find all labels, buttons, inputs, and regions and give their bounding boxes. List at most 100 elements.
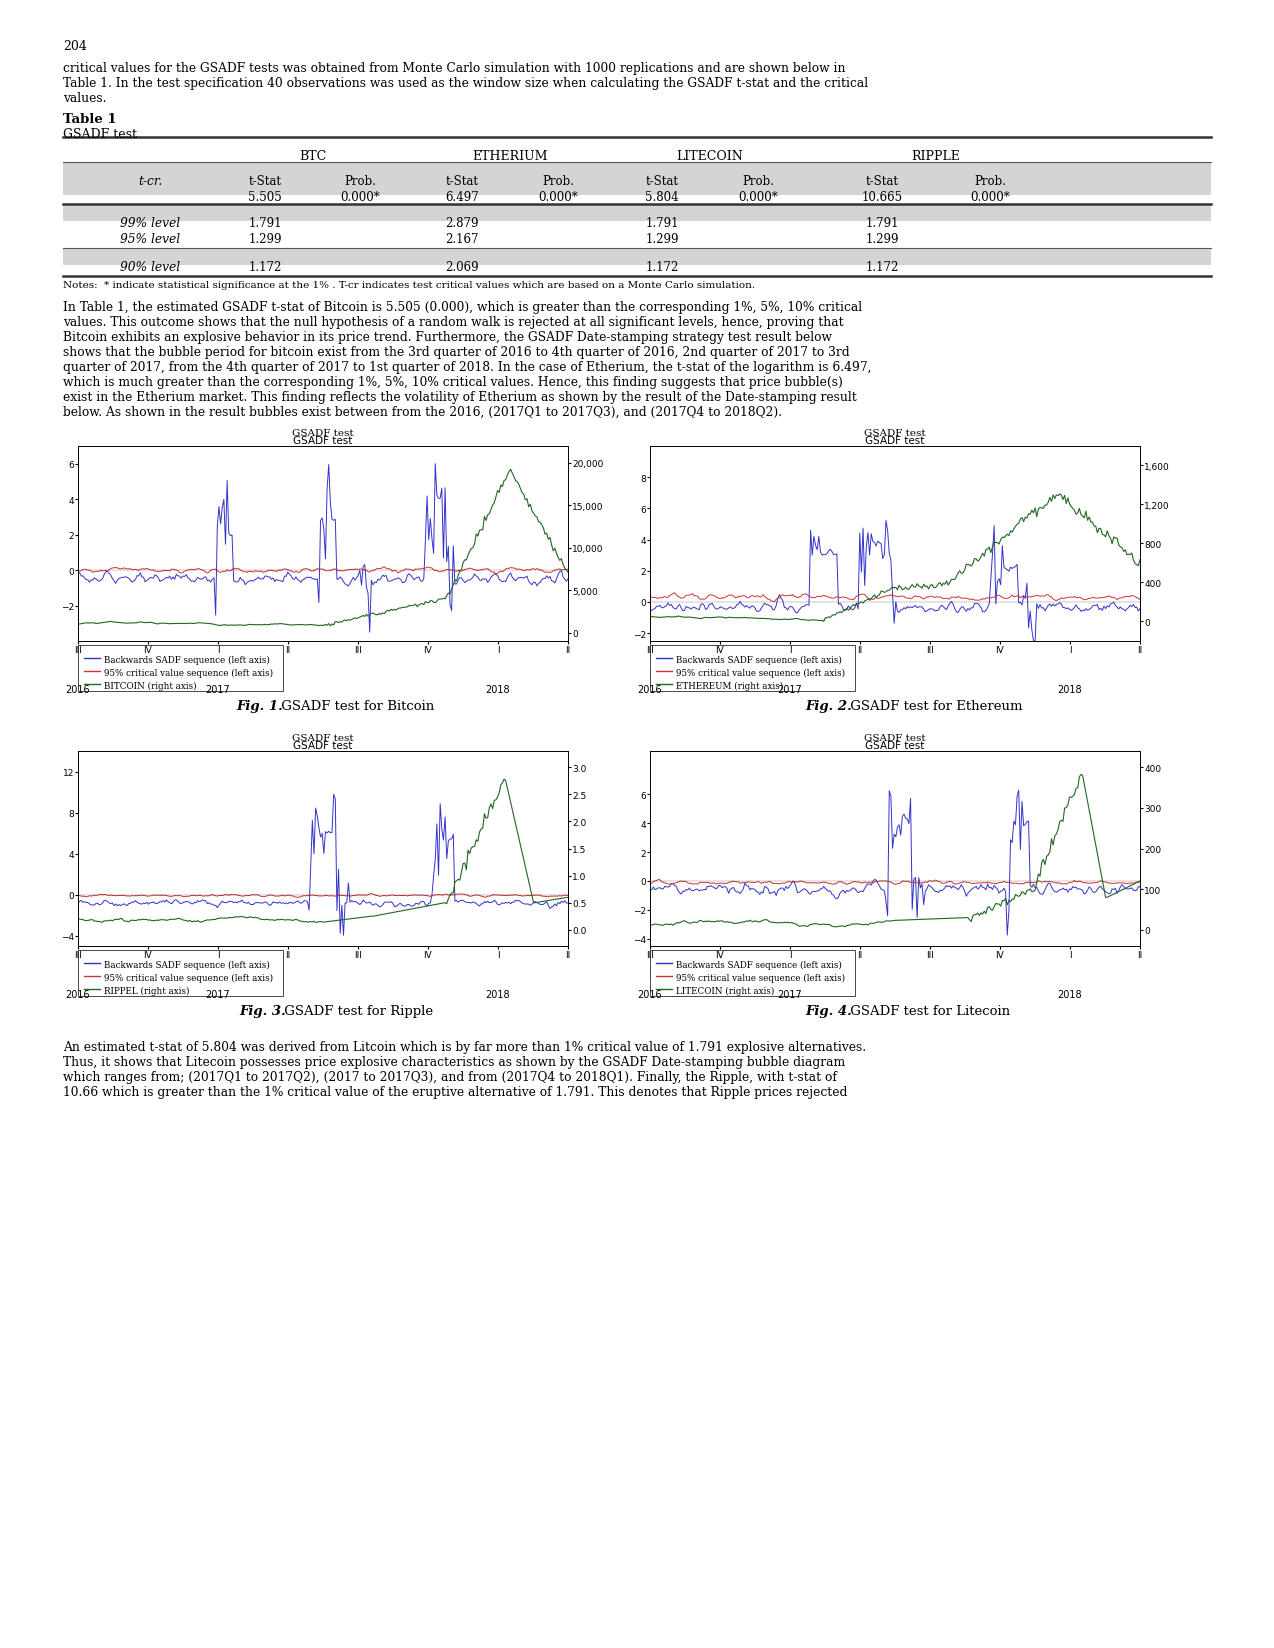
Text: 1.791: 1.791: [865, 218, 898, 229]
Text: 2018: 2018: [485, 684, 511, 694]
Text: 2018: 2018: [485, 989, 511, 999]
Text: Backwards SADF sequence (left axis): Backwards SADF sequence (left axis): [676, 656, 842, 664]
Text: Bitcoin exhibits an explosive behavior in its price trend. Furthermore, the GSAD: Bitcoin exhibits an explosive behavior i…: [62, 331, 832, 344]
Text: In Table 1, the estimated GSADF t-stat of Bitcoin is 5.505 (0.000), which is gre: In Table 1, the estimated GSADF t-stat o…: [62, 302, 862, 313]
Title: GSADF test: GSADF test: [865, 740, 925, 751]
Text: ETHEREUM (right axis): ETHEREUM (right axis): [676, 682, 784, 691]
Text: 1.791: 1.791: [248, 218, 282, 229]
Text: Prob.: Prob.: [344, 175, 376, 188]
Text: 1.172: 1.172: [865, 260, 898, 274]
Text: Backwards SADF sequence (left axis): Backwards SADF sequence (left axis): [104, 961, 270, 969]
Text: exist in the Etherium market. This finding reflects the volatility of Etherium a: exist in the Etherium market. This findi…: [62, 391, 856, 404]
Text: GSADF test for Ripple: GSADF test for Ripple: [279, 1004, 433, 1017]
Text: GSADF test: GSADF test: [62, 129, 138, 142]
Text: RIPPEL (right axis): RIPPEL (right axis): [104, 987, 190, 995]
Text: Notes:  * indicate statistical significance at the 1% . T-cr indicates test crit: Notes: * indicate statistical significan…: [62, 280, 755, 290]
Text: Backwards SADF sequence (left axis): Backwards SADF sequence (left axis): [104, 656, 270, 664]
Text: t-cr.: t-cr.: [138, 175, 162, 188]
Text: which ranges from; (2017Q1 to 2017Q2), (2017 to 2017Q3), and from (2017Q4 to 201: which ranges from; (2017Q1 to 2017Q2), (…: [62, 1070, 837, 1083]
Text: 2017: 2017: [777, 684, 803, 694]
Text: Backwards SADF sequence (left axis): Backwards SADF sequence (left axis): [676, 961, 842, 969]
Text: GSADF test for Ethereum: GSADF test for Ethereum: [846, 699, 1022, 712]
Text: GSADF test for Bitcoin: GSADF test for Bitcoin: [276, 699, 434, 712]
Text: 90% level: 90% level: [120, 260, 180, 274]
Text: Prob.: Prob.: [741, 175, 775, 188]
Text: 5.804: 5.804: [645, 191, 679, 204]
Text: 1.299: 1.299: [248, 232, 282, 246]
Text: Fig. 3.: Fig. 3.: [240, 1004, 285, 1017]
Text: t-Stat: t-Stat: [865, 175, 898, 188]
Text: 95% critical value sequence (left axis): 95% critical value sequence (left axis): [104, 669, 273, 677]
Bar: [62, 206, 1212, 222]
Text: 1.172: 1.172: [646, 260, 679, 274]
Text: 1.791: 1.791: [645, 218, 679, 229]
Text: GSADF test: GSADF test: [292, 733, 354, 743]
Text: 2017: 2017: [777, 989, 803, 999]
Text: GSADF test: GSADF test: [864, 733, 926, 743]
Title: GSADF test: GSADF test: [865, 437, 925, 447]
Text: BITCOIN (right axis): BITCOIN (right axis): [104, 682, 196, 691]
Text: 6.497: 6.497: [445, 191, 479, 204]
Text: Table 1: Table 1: [62, 114, 117, 125]
Text: 2016: 2016: [638, 684, 662, 694]
Text: An estimated t-stat of 5.804 was derived from Litcoin which is by far more than : An estimated t-stat of 5.804 was derived…: [62, 1040, 866, 1053]
Text: 2.167: 2.167: [445, 232, 479, 246]
Bar: [62, 250, 1212, 265]
Text: 1.172: 1.172: [248, 260, 282, 274]
Text: t-Stat: t-Stat: [646, 175, 679, 188]
Text: t-Stat: t-Stat: [248, 175, 282, 188]
Text: 2016: 2016: [66, 989, 90, 999]
Bar: [62, 163, 1212, 196]
Text: 2017: 2017: [205, 684, 231, 694]
Text: Fig. 2.: Fig. 2.: [805, 699, 852, 712]
Text: values. This outcome shows that the null hypothesis of a random walk is rejected: values. This outcome shows that the null…: [62, 316, 843, 330]
Text: BTC: BTC: [299, 150, 326, 163]
Text: 2018: 2018: [1057, 989, 1083, 999]
Text: GSADF test for Litecoin: GSADF test for Litecoin: [846, 1004, 1010, 1017]
Text: ETHERIUM: ETHERIUM: [473, 150, 548, 163]
Text: 5.505: 5.505: [248, 191, 282, 204]
Bar: [650, 951, 855, 997]
Text: 2016: 2016: [638, 989, 662, 999]
Text: Table 1. In the test specification 40 observations was used as the window size w: Table 1. In the test specification 40 ob…: [62, 77, 868, 91]
Text: RIPPLE: RIPPLE: [912, 150, 961, 163]
Text: 99% level: 99% level: [120, 218, 180, 229]
Text: 95% level: 95% level: [120, 232, 180, 246]
Text: 2017: 2017: [205, 989, 231, 999]
Text: shows that the bubble period for bitcoin exist from the 3rd quarter of 2016 to 4: shows that the bubble period for bitcoin…: [62, 346, 850, 359]
Text: 95% critical value sequence (left axis): 95% critical value sequence (left axis): [676, 974, 845, 982]
Text: 1.299: 1.299: [865, 232, 898, 246]
Text: which is much greater than the corresponding 1%, 5%, 10% critical values. Hence,: which is much greater than the correspon…: [62, 376, 843, 389]
Text: Prob.: Prob.: [975, 175, 1006, 188]
Title: GSADF test: GSADF test: [293, 437, 353, 447]
Bar: [78, 646, 283, 692]
Text: 0.000*: 0.000*: [970, 191, 1010, 204]
Text: 2.879: 2.879: [445, 218, 479, 229]
Text: 2016: 2016: [66, 684, 90, 694]
Text: LITECOIN (right axis): LITECOIN (right axis): [676, 987, 775, 995]
Bar: [78, 951, 283, 997]
Title: GSADF test: GSADF test: [293, 740, 353, 751]
Text: GSADF test: GSADF test: [864, 428, 926, 438]
Text: 10.665: 10.665: [861, 191, 902, 204]
Text: below. As shown in the result bubbles exist between from the 2016, (2017Q1 to 20: below. As shown in the result bubbles ex…: [62, 405, 782, 419]
Text: Fig. 1.: Fig. 1.: [236, 699, 283, 712]
Text: Prob.: Prob.: [541, 175, 575, 188]
Text: Fig. 4.: Fig. 4.: [805, 1004, 852, 1017]
Text: critical values for the GSADF tests was obtained from Monte Carlo simulation wit: critical values for the GSADF tests was …: [62, 63, 846, 74]
Text: 0.000*: 0.000*: [538, 191, 578, 204]
Text: 1.299: 1.299: [645, 232, 679, 246]
Bar: [650, 646, 855, 692]
Text: 2018: 2018: [1057, 684, 1083, 694]
Text: 204: 204: [62, 40, 87, 53]
Text: 2.069: 2.069: [445, 260, 479, 274]
Text: GSADF test: GSADF test: [292, 428, 354, 438]
Text: values.: values.: [62, 92, 107, 105]
Text: LITECOIN: LITECOIN: [676, 150, 743, 163]
Text: 0.000*: 0.000*: [340, 191, 380, 204]
Text: 95% critical value sequence (left axis): 95% critical value sequence (left axis): [104, 974, 273, 982]
Text: t-Stat: t-Stat: [446, 175, 479, 188]
Text: quarter of 2017, from the 4th quarter of 2017 to 1st quarter of 2018. In the cas: quarter of 2017, from the 4th quarter of…: [62, 361, 871, 374]
Text: Thus, it shows that Litecoin possesses price explosive characteristics as shown : Thus, it shows that Litecoin possesses p…: [62, 1055, 845, 1068]
Text: 0.000*: 0.000*: [738, 191, 778, 204]
